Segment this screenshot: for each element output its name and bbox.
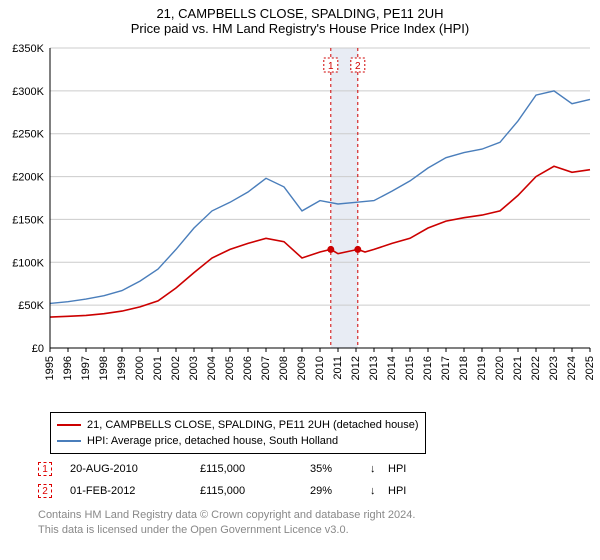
svg-text:2008: 2008 xyxy=(278,356,290,380)
legend-label: HPI: Average price, detached house, Sout… xyxy=(87,435,338,447)
legend-swatch xyxy=(57,424,81,426)
svg-text:2007: 2007 xyxy=(260,356,272,380)
svg-text:2022: 2022 xyxy=(530,356,542,380)
svg-text:2024: 2024 xyxy=(566,356,578,380)
transaction-price: £115,000 xyxy=(200,463,310,475)
svg-text:2025: 2025 xyxy=(584,356,596,380)
legend: 21, CAMPBELLS CLOSE, SPALDING, PE11 2UH … xyxy=(50,412,426,454)
chart-subtitle: Price paid vs. HM Land Registry's House … xyxy=(0,21,600,40)
svg-text:2014: 2014 xyxy=(386,356,398,380)
svg-text:2018: 2018 xyxy=(458,356,470,380)
transaction-row: 2 01-FEB-2012£115,00029%↓HPI xyxy=(38,480,428,502)
transaction-ref: HPI xyxy=(388,463,428,475)
svg-text:2000: 2000 xyxy=(134,356,146,380)
svg-text:2003: 2003 xyxy=(188,356,200,380)
svg-text:1: 1 xyxy=(328,61,334,72)
transaction-date: 20-AUG-2010 xyxy=(70,463,200,475)
svg-text:2013: 2013 xyxy=(368,356,380,380)
svg-text:£350K: £350K xyxy=(12,44,44,55)
transaction-price: £115,000 xyxy=(200,485,310,497)
legend-item: HPI: Average price, detached house, Sout… xyxy=(57,433,419,449)
legend-label: 21, CAMPBELLS CLOSE, SPALDING, PE11 2UH … xyxy=(87,419,419,431)
svg-text:£50K: £50K xyxy=(18,300,44,312)
svg-text:2012: 2012 xyxy=(350,356,362,380)
transaction-direction: ↓ xyxy=(370,485,388,497)
transaction-row: 1 20-AUG-2010£115,00035%↓HPI xyxy=(38,458,428,480)
transaction-badge: 2 xyxy=(38,484,52,498)
svg-text:1999: 1999 xyxy=(116,356,128,380)
legend-swatch xyxy=(57,440,81,442)
attribution-line-1: Contains HM Land Registry data © Crown c… xyxy=(38,508,415,523)
svg-text:2006: 2006 xyxy=(242,356,254,380)
svg-text:£0: £0 xyxy=(32,343,44,355)
svg-text:2017: 2017 xyxy=(440,356,452,380)
svg-text:£150K: £150K xyxy=(12,214,44,226)
svg-text:£200K: £200K xyxy=(12,172,44,184)
transaction-ref: HPI xyxy=(388,485,428,497)
svg-text:£250K: £250K xyxy=(12,129,44,141)
attribution-line-2: This data is licensed under the Open Gov… xyxy=(38,523,415,538)
transaction-date: 01-FEB-2012 xyxy=(70,485,200,497)
svg-text:1995: 1995 xyxy=(44,356,56,380)
svg-text:1996: 1996 xyxy=(62,356,74,380)
svg-text:2016: 2016 xyxy=(422,356,434,380)
svg-text:£300K: £300K xyxy=(12,86,44,98)
svg-text:2: 2 xyxy=(355,61,361,72)
transaction-direction: ↓ xyxy=(370,463,388,475)
svg-text:2005: 2005 xyxy=(224,356,236,380)
svg-text:2023: 2023 xyxy=(548,356,560,380)
svg-text:2019: 2019 xyxy=(476,356,488,380)
chart-title: 21, CAMPBELLS CLOSE, SPALDING, PE11 2UH xyxy=(0,0,600,21)
svg-text:2009: 2009 xyxy=(296,356,308,380)
svg-text:1997: 1997 xyxy=(80,356,92,380)
svg-text:2010: 2010 xyxy=(314,356,326,380)
legend-item: 21, CAMPBELLS CLOSE, SPALDING, PE11 2UH … xyxy=(57,417,419,433)
svg-text:2002: 2002 xyxy=(170,356,182,380)
svg-text:2004: 2004 xyxy=(206,356,218,380)
svg-text:1998: 1998 xyxy=(98,356,110,380)
transaction-pct: 35% xyxy=(310,463,370,475)
svg-text:2015: 2015 xyxy=(404,356,416,380)
svg-text:£100K: £100K xyxy=(12,257,44,269)
chart-area: £0 £50K £100K £150K £200K £250K £300K £350K 1995… xyxy=(0,44,600,404)
svg-text:2020: 2020 xyxy=(494,356,506,380)
transaction-pct: 29% xyxy=(310,485,370,497)
svg-text:2001: 2001 xyxy=(152,356,164,380)
svg-text:2021: 2021 xyxy=(512,356,524,380)
svg-text:2011: 2011 xyxy=(332,356,344,380)
transactions-table: 1 20-AUG-2010£115,00035%↓HPI 2 01-FEB-2012£… xyxy=(38,458,428,502)
transaction-badge: 1 xyxy=(38,462,52,476)
attribution: Contains HM Land Registry data © Crown c… xyxy=(38,508,415,538)
